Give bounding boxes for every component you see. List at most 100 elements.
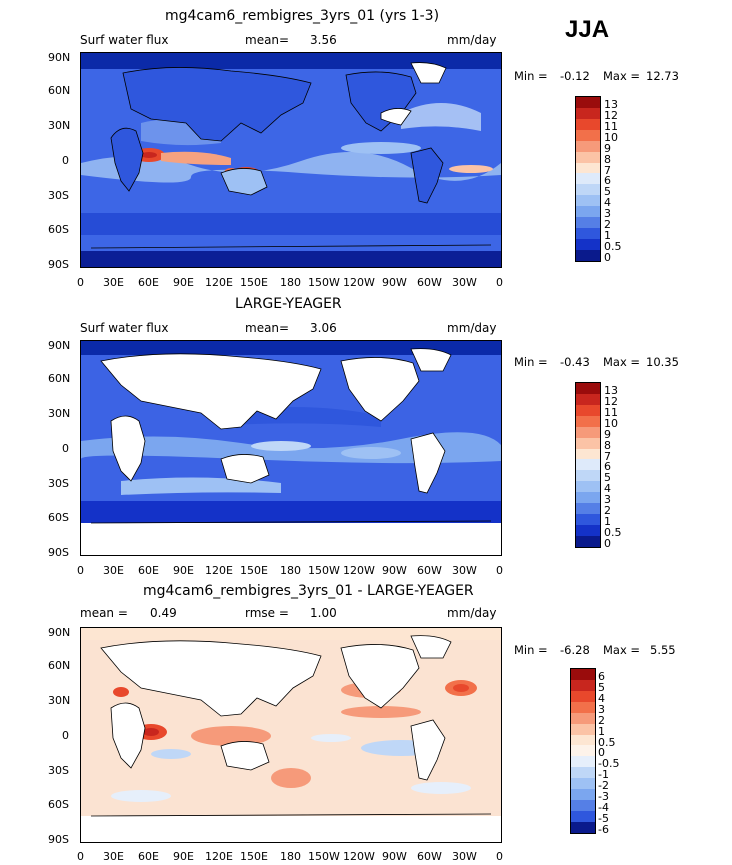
colorbar-label: 1 [598,724,605,738]
colorbar-label: -4 [598,801,609,815]
map-observation-plot [81,341,501,555]
colorbar-swatch [576,107,600,119]
colorbar-swatch [576,524,600,536]
colorbar-label: 13 [604,97,618,111]
colorbar-label: 12 [604,108,618,122]
max-value: 12.73 [646,69,679,83]
mean-label: mean = [80,606,128,620]
lon-tick: 0 [496,850,503,863]
colorbar-swatch [576,173,600,185]
lat-tick: 0 [62,729,69,742]
colorbar-swatch [576,184,600,196]
colorbar-swatch [576,535,600,547]
colorbar-swatch [576,228,600,239]
lon-tick: 180 [280,850,301,863]
colorbar-label: -0.5 [598,757,620,771]
max-value: 5.55 [650,643,676,657]
min-value: -6.28 [560,643,590,657]
colorbar-label: 3 [598,702,605,716]
mean-label: mean= [245,321,290,335]
map-difference [80,627,502,843]
colorbar-swatch [571,789,595,801]
lon-tick: 0 [77,564,84,577]
colorbar-swatch [576,393,600,405]
colorbar-label: 13 [604,383,618,397]
colorbar-label: -2 [598,779,609,793]
lon-tick: 90E [173,564,194,577]
colorbar-swatch [576,217,600,229]
colorbar-swatch [576,503,600,515]
colorbar-label: 11 [604,119,618,133]
colorbar-label: 9 [604,141,611,155]
colorbar-swatch [571,745,595,757]
lon-tick: 120W [343,850,375,863]
lat-tick: 90N [48,626,71,639]
lon-tick: 60W [417,564,442,577]
lon-tick: 90W [382,850,407,863]
colorbar-label: 5 [604,185,611,199]
lon-tick: 120E [205,276,233,289]
colorbar-label: -6 [598,823,609,836]
colorbar-swatch [576,249,600,261]
lon-tick: 150E [240,276,268,289]
colorbar-swatch [576,481,600,493]
lat-tick: 30N [48,119,71,132]
lon-tick: 120E [205,564,233,577]
lon-tick: 150W [308,850,340,863]
colorbar-swatch [576,415,600,427]
lon-tick: 0 [77,850,84,863]
colorbar-label: 6 [598,669,605,683]
lat-tick: 60N [48,84,71,97]
colorbar-label: 7 [604,163,611,177]
season-label: JJA [565,16,610,43]
colorbar-label: 10 [604,416,618,430]
lon-tick: 60E [138,850,159,863]
colorbar-swatch [576,162,600,174]
colorbar-swatch [576,426,600,438]
lat-tick: 90S [48,258,69,271]
rmse-label: rmse = [245,606,289,620]
max-label: Max = [603,643,641,657]
colorbar-label: 5 [604,471,611,485]
colorbar-label: 2 [604,218,611,232]
colorbar [575,96,601,262]
colorbar-label: 3 [604,493,611,507]
lat-tick: 90N [48,339,71,352]
colorbar-label: 8 [604,152,611,166]
colorbar-label: 12 [604,394,618,408]
colorbar-label: 0.5 [598,735,616,749]
lon-tick: 30W [452,850,477,863]
lat-tick: 90N [48,51,71,64]
colorbar-label: 4 [604,482,611,496]
colorbar-label: -3 [598,790,609,804]
colorbar-label: 11 [604,405,618,419]
lon-tick: 150W [308,276,340,289]
lon-tick: 30E [103,276,124,289]
colorbar-label: 1 [604,229,611,243]
colorbar-label: 9 [604,427,611,441]
lat-tick: 90S [48,546,69,559]
min-label: Min = [514,355,548,369]
lat-tick: 30S [48,477,69,490]
colorbar-swatch [571,723,595,735]
colorbar-swatch [576,492,600,504]
lon-tick: 90W [382,564,407,577]
max-value: 10.35 [646,355,679,369]
colorbar-swatch [576,383,600,394]
variable-label: Surf water flux [80,33,169,47]
colorbar-label: 3 [604,207,611,221]
colorbar-swatch [576,129,600,141]
lon-tick: 150E [240,564,268,577]
map-difference-plot [81,628,501,842]
map-observation [80,340,502,556]
lon-tick: 90E [173,850,194,863]
min-value: -0.43 [560,355,590,369]
lat-tick: 30N [48,407,71,420]
lon-tick: 0 [496,564,503,577]
colorbar-swatch [576,238,600,250]
lon-tick: 180 [280,276,301,289]
lon-tick: 180 [280,564,301,577]
max-label: Max = [603,355,641,369]
colorbar [570,668,596,834]
lon-tick: 120E [205,850,233,863]
